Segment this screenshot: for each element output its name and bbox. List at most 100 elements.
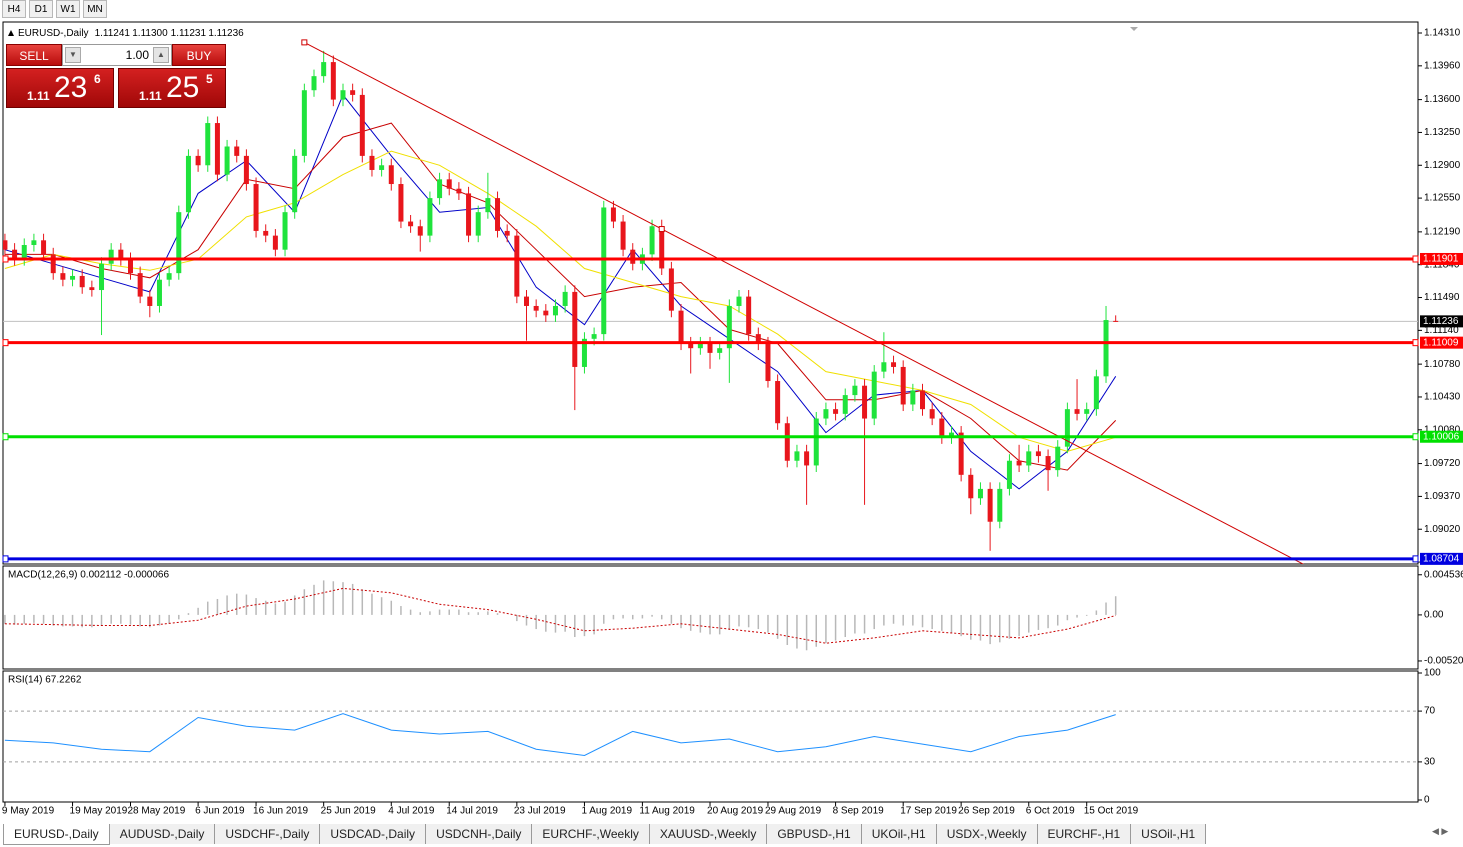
candle-body bbox=[417, 226, 423, 236]
moving-average bbox=[4, 122, 1117, 471]
tab-scroll[interactable]: ◀ ▶ bbox=[1432, 826, 1449, 836]
candle-body bbox=[717, 348, 723, 353]
x-tick-label: 28 May 2019 bbox=[127, 806, 185, 817]
candle-body bbox=[99, 263, 105, 291]
chart-tab[interactable]: GBPUSD-,H1 bbox=[767, 824, 862, 844]
macd-title: MACD(12,26,9) 0.002112 -0.000066 bbox=[8, 570, 169, 581]
candle-body bbox=[1016, 460, 1022, 466]
candle-body bbox=[746, 296, 752, 335]
candle-body bbox=[369, 155, 375, 170]
level-anchor bbox=[1412, 555, 1419, 563]
rsi-line bbox=[4, 713, 1116, 757]
ohlc-label: 1.11231 bbox=[171, 28, 207, 39]
y-tick-label: 1.13250 bbox=[1424, 127, 1461, 138]
timeframe-button[interactable]: D1 bbox=[29, 0, 53, 18]
price-prefix: 1.11 bbox=[27, 89, 50, 103]
y-tick-label: 1.10430 bbox=[1424, 392, 1461, 403]
candle-body bbox=[697, 343, 703, 349]
chart-tab[interactable]: USDCAD-,Daily bbox=[320, 824, 427, 844]
candle-body bbox=[1103, 320, 1109, 377]
candle-body bbox=[118, 249, 124, 260]
candle-body bbox=[1035, 451, 1041, 457]
candle-body bbox=[127, 259, 133, 274]
level-anchor bbox=[1412, 339, 1419, 347]
main-plot bbox=[3, 39, 1418, 564]
ohlc-label: 1.11300 bbox=[132, 28, 168, 39]
chart-tab[interactable]: UKOil-,H1 bbox=[861, 824, 937, 844]
candle-body bbox=[495, 198, 501, 231]
moving-average bbox=[4, 150, 1116, 452]
candle-body bbox=[1093, 376, 1099, 410]
candle-body bbox=[1026, 451, 1032, 466]
candle-body bbox=[543, 310, 549, 316]
candle-body bbox=[871, 371, 877, 419]
chart-tab[interactable]: EURCHF-,H1 bbox=[1037, 824, 1132, 844]
y-tick-label: 1.09020 bbox=[1424, 524, 1461, 535]
candle-body bbox=[437, 179, 443, 199]
lot-down[interactable]: ▼ bbox=[65, 47, 81, 63]
candle-body bbox=[3, 240, 8, 250]
candle-body bbox=[21, 245, 27, 260]
chart-tab[interactable]: USDCHF-,Daily bbox=[215, 824, 321, 844]
level-label-box bbox=[1420, 252, 1463, 265]
candle-body bbox=[195, 155, 201, 166]
timeframe-button[interactable]: W1 bbox=[56, 0, 80, 18]
chart-tab[interactable]: EURCHF-,Weekly bbox=[532, 824, 650, 844]
candle-body bbox=[659, 226, 665, 269]
y-tick-label: 1.09720 bbox=[1424, 458, 1461, 469]
candle-body bbox=[929, 409, 935, 419]
buy-price[interactable]: 1.11 25 5 bbox=[118, 68, 226, 108]
y-tick-label: 1.12190 bbox=[1424, 227, 1461, 238]
candle-body bbox=[485, 198, 491, 213]
lot-value[interactable]: 1.00 bbox=[125, 48, 149, 62]
chart-tab[interactable]: USOil-,H1 bbox=[1131, 824, 1207, 844]
y-tick-label: 70 bbox=[1424, 706, 1436, 717]
candle-body bbox=[1045, 456, 1051, 471]
candle-body bbox=[466, 193, 472, 236]
candle-body bbox=[726, 305, 732, 349]
candle-body bbox=[997, 488, 1003, 522]
y-tick-label: 0.00 bbox=[1424, 610, 1444, 621]
candle-body bbox=[842, 395, 848, 414]
candle-body bbox=[852, 385, 858, 396]
y-tick-label: 1.13960 bbox=[1424, 60, 1461, 71]
timeframe-button[interactable]: MN bbox=[83, 0, 107, 18]
chart-tab[interactable]: EURUSD-,Daily bbox=[3, 824, 110, 845]
lot-up[interactable]: ▲ bbox=[153, 47, 169, 63]
y-tick-label: 1.09370 bbox=[1424, 491, 1461, 502]
candle-body bbox=[1074, 409, 1080, 414]
level-anchor bbox=[2, 433, 9, 441]
y-tick-label: 1.11140 bbox=[1424, 325, 1459, 336]
candle-body bbox=[920, 390, 926, 410]
sell-price[interactable]: 1.11 23 6 bbox=[6, 68, 114, 108]
y-tick-label: 1.11490 bbox=[1424, 292, 1460, 303]
candle-body bbox=[514, 235, 520, 297]
candle-body bbox=[881, 362, 887, 372]
candle-body bbox=[533, 305, 539, 311]
candle-body bbox=[379, 165, 385, 170]
x-tick-label: 6 Oct 2019 bbox=[1026, 806, 1075, 817]
level-label-box bbox=[1420, 336, 1463, 349]
chart-tab[interactable]: USDCNH-,Daily bbox=[426, 824, 533, 844]
chart-tab[interactable]: AUDUSD-,Daily bbox=[109, 824, 216, 844]
candle-body bbox=[166, 273, 172, 280]
sell-button[interactable]: SELL bbox=[6, 44, 62, 66]
candle-body bbox=[282, 212, 288, 250]
chart-tab[interactable]: USDX-,Weekly bbox=[936, 824, 1038, 844]
timeframe-button[interactable]: H4 bbox=[2, 0, 26, 18]
candle-body bbox=[765, 343, 771, 382]
candle-body bbox=[581, 338, 587, 367]
chart-tab[interactable]: XAUUSD-,Weekly bbox=[649, 824, 768, 844]
level-anchor bbox=[2, 339, 9, 347]
y-tick-label: -0.005205 bbox=[1424, 656, 1463, 667]
candle-body bbox=[784, 423, 790, 461]
candle-body bbox=[263, 230, 269, 236]
candle-body bbox=[891, 362, 897, 367]
candle-body bbox=[185, 155, 191, 213]
candle-body bbox=[398, 184, 404, 222]
y-tick-label: 1.12900 bbox=[1424, 160, 1461, 171]
x-tick-label: 23 Jul 2019 bbox=[514, 806, 566, 817]
buy-button[interactable]: BUY bbox=[172, 44, 226, 66]
